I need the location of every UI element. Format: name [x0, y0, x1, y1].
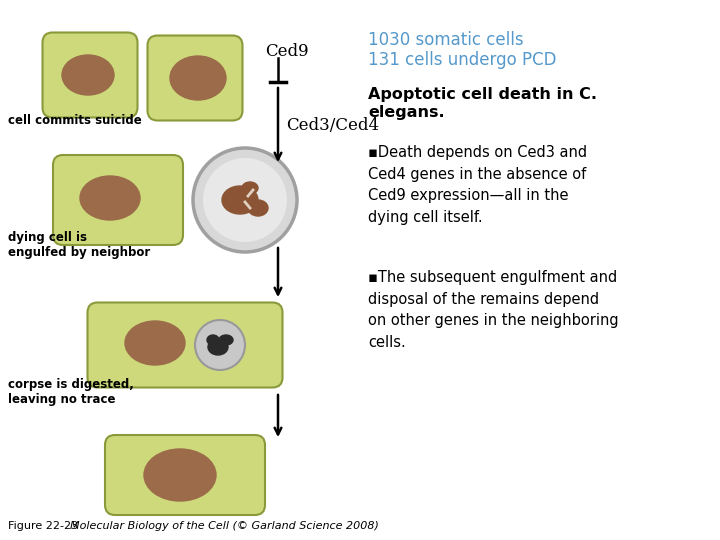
FancyBboxPatch shape	[42, 32, 138, 118]
Text: cell commits suicide: cell commits suicide	[8, 113, 142, 126]
Text: Molecular Biology of the Cell (© Garland Science 2008): Molecular Biology of the Cell (© Garland…	[70, 521, 379, 531]
FancyBboxPatch shape	[53, 155, 183, 245]
Text: corpse is digested,
leaving no trace: corpse is digested, leaving no trace	[8, 378, 134, 406]
FancyBboxPatch shape	[148, 36, 243, 120]
FancyBboxPatch shape	[88, 302, 282, 388]
Text: ▪Death depends on Ced3 and
Ced4 genes in the absence of
Ced9 expression—all in t: ▪Death depends on Ced3 and Ced4 genes in…	[368, 145, 587, 225]
Text: 1030 somatic cells: 1030 somatic cells	[368, 31, 523, 49]
Ellipse shape	[62, 55, 114, 95]
Ellipse shape	[222, 186, 258, 214]
FancyBboxPatch shape	[105, 435, 265, 515]
Text: Ced9: Ced9	[265, 44, 309, 60]
Text: ▪The subsequent engulfment and
disposal of the remains depend
on other genes in : ▪The subsequent engulfment and disposal …	[368, 270, 618, 350]
Text: Figure 22-23: Figure 22-23	[8, 521, 85, 531]
Text: elegans.: elegans.	[368, 105, 445, 120]
Text: Apoptotic cell death in C.: Apoptotic cell death in C.	[368, 87, 597, 103]
Ellipse shape	[219, 335, 233, 345]
Circle shape	[193, 148, 297, 252]
Ellipse shape	[248, 200, 268, 216]
Ellipse shape	[242, 182, 258, 194]
Ellipse shape	[80, 176, 140, 220]
Circle shape	[195, 320, 245, 370]
Circle shape	[203, 158, 287, 242]
Text: dying cell is
engulfed by neighbor: dying cell is engulfed by neighbor	[8, 231, 150, 259]
Ellipse shape	[207, 335, 219, 345]
Ellipse shape	[144, 449, 216, 501]
Ellipse shape	[125, 321, 185, 365]
Ellipse shape	[170, 56, 226, 100]
Text: Ced3/Ced4: Ced3/Ced4	[286, 117, 379, 133]
Text: 131 cells undergo PCD: 131 cells undergo PCD	[368, 51, 557, 69]
Ellipse shape	[208, 339, 228, 355]
